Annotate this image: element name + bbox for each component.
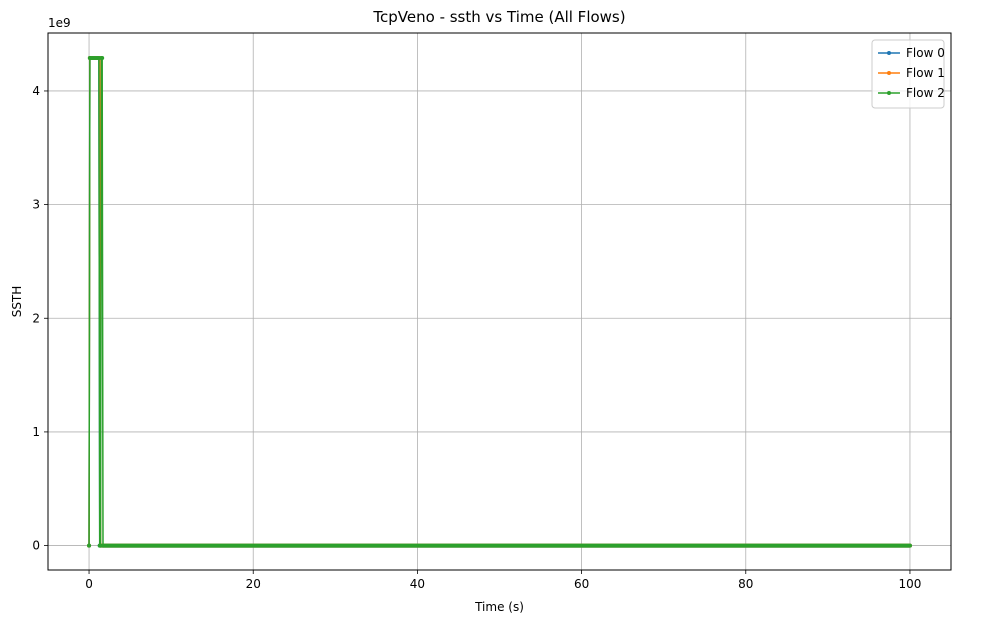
x-axis-label: Time (s) [474, 600, 524, 614]
legend-item: Flow 0 [878, 46, 945, 60]
x-tick-label: 0 [85, 577, 93, 591]
legend: Flow 0 Flow 1 Flow 2 [871, 39, 945, 109]
plot-frame [47, 32, 952, 571]
legend-frame [871, 39, 945, 109]
chart-title: TcpVeno - ssth vs Time (All Flows) [372, 8, 625, 26]
legend-label: Flow 2 [906, 86, 945, 100]
legend-marker [887, 51, 891, 55]
y-axis-label: SSTH [10, 286, 24, 318]
y-tick-label: 0 [32, 539, 40, 553]
y-axis-offset-label: 1e9 [48, 16, 71, 30]
y-tick-label: 1 [32, 425, 40, 439]
data-point [87, 543, 92, 548]
y-tick-label: 2 [32, 311, 40, 325]
legend-item: Flow 2 [878, 86, 945, 100]
x-tick-label: 40 [410, 577, 425, 591]
y-tick-label: 3 [32, 198, 40, 212]
x-tick-label: 100 [899, 577, 922, 591]
legend-label: Flow 0 [906, 46, 945, 60]
legend-marker [887, 71, 891, 75]
data-point [100, 56, 105, 61]
series-group [87, 56, 912, 548]
x-tick-label: 60 [574, 577, 589, 591]
x-tick-label: 20 [246, 577, 261, 591]
x-tick-label: 80 [738, 577, 753, 591]
series-flow-2 [87, 56, 912, 548]
legend-marker [887, 91, 891, 95]
legend-item: Flow 1 [878, 66, 945, 80]
legend-label: Flow 1 [906, 66, 945, 80]
y-tick-label: 4 [32, 84, 40, 98]
ticks: 0 20 40 60 80 100 0 1 2 3 4 [32, 84, 921, 591]
